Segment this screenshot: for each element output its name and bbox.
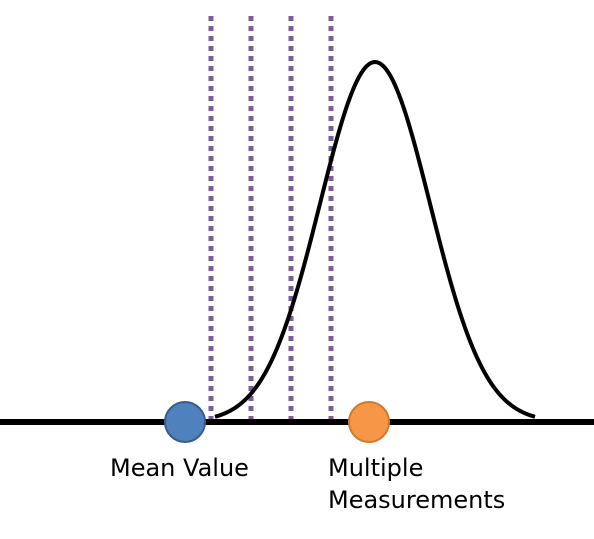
multiple-measurements-line2: Measurements — [328, 486, 506, 514]
multiple-measurements-label: Multiple Measurements — [328, 452, 505, 516]
multiple-measurements-marker — [348, 401, 390, 443]
mean-value-marker — [164, 401, 206, 443]
mean-value-text: Mean Value — [110, 454, 249, 482]
dotted-lines-group — [208, 16, 334, 420]
multiple-measurements-line1: Multiple — [328, 454, 424, 482]
bell-curve — [214, 60, 536, 419]
mean-value-label: Mean Value — [110, 452, 249, 484]
